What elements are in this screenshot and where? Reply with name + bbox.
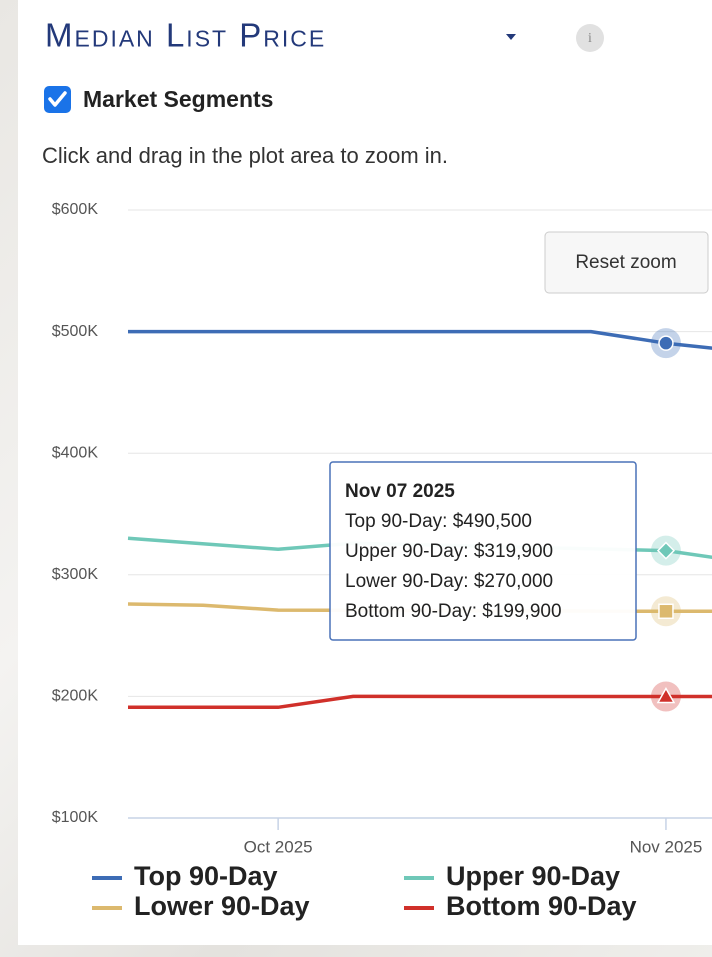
reset-zoom-button[interactable]: Reset zoom xyxy=(545,232,708,293)
marker xyxy=(659,604,673,618)
page-title[interactable]: Median List Price xyxy=(45,17,326,54)
marker xyxy=(659,336,673,350)
legend-label[interactable]: Upper 90-Day xyxy=(446,861,620,891)
button-label[interactable]: Reset zoom xyxy=(575,252,676,273)
tooltip-row: Top 90-Day: $490,500 xyxy=(345,511,532,532)
tooltip-row: Bottom 90-Day: $199,900 xyxy=(345,601,562,622)
page: Median List Price i Market Segments Clic… xyxy=(0,0,712,957)
chart-page: Median List Price i Market Segments Clic… xyxy=(0,0,712,957)
checkbox-label[interactable]: Market Segments xyxy=(83,86,273,112)
legend-label[interactable]: Lower 90-Day xyxy=(134,891,310,921)
y-tick-label: $500K xyxy=(52,323,99,340)
tooltip-row: Lower 90-Day: $270,000 xyxy=(345,571,553,592)
legend-label[interactable]: Bottom 90-Day xyxy=(446,891,637,921)
x-tick-label: Oct 2025 xyxy=(244,837,313,856)
y-tick-label: $600K xyxy=(52,201,99,218)
tooltip-row: Upper 90-Day: $319,900 xyxy=(345,541,553,562)
legend-label[interactable]: Top 90-Day xyxy=(134,861,278,891)
x-tick-label: Nov 2025 xyxy=(630,837,703,856)
instruction: Click and drag in the plot area to zoom … xyxy=(42,143,448,168)
info-icon-glyph: i xyxy=(588,31,592,46)
tooltip-title: Nov 07 2025 xyxy=(345,481,455,502)
y-tick-label: $100K xyxy=(52,809,99,826)
y-tick-label: $300K xyxy=(52,566,99,583)
y-tick-label: $400K xyxy=(52,444,99,461)
tooltip: Nov 07 2025 Top 90-Day: $490,500 Upper 90-… xyxy=(330,462,636,640)
y-tick-label: $200K xyxy=(52,688,99,705)
